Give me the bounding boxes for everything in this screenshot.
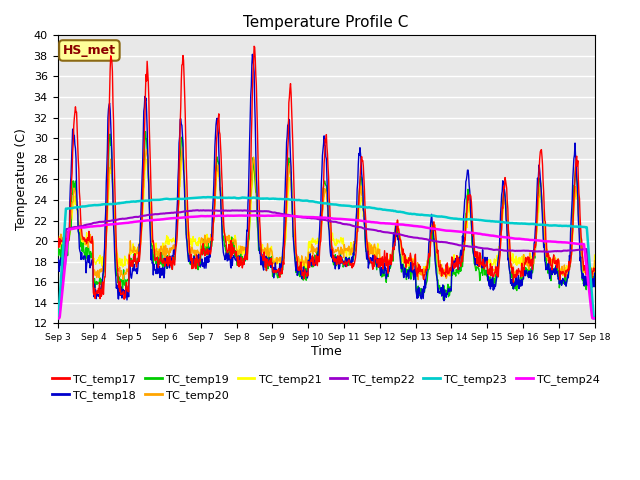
TC_temp23 [591, 315, 598, 321]
TC_temp23 [154, 197, 161, 203]
TC_temp18 [154, 261, 161, 267]
TC_temp22 [564, 248, 572, 253]
Y-axis label: Temperature (C): Temperature (C) [15, 129, 28, 230]
TC_temp23 [79, 204, 87, 209]
TC_temp17 [278, 265, 285, 271]
TC_temp18 [573, 180, 581, 186]
TC_temp20 [277, 260, 285, 265]
TC_temp22 [277, 211, 285, 216]
TC_temp20 [591, 258, 598, 264]
TC_temp23 [564, 223, 572, 229]
TC_temp21 [440, 274, 447, 279]
TC_temp21 [277, 261, 285, 267]
TC_temp21 [591, 252, 598, 258]
TC_temp22 [79, 223, 87, 229]
TC_temp19 [141, 129, 149, 134]
TC_temp22 [154, 211, 161, 217]
TC_temp18 [79, 257, 87, 263]
TC_temp17 [591, 266, 598, 272]
TC_temp22 [194, 207, 202, 213]
TC_temp17 [573, 163, 581, 169]
TC_temp22 [591, 315, 598, 321]
TC_temp18 [371, 261, 378, 266]
TC_temp17 [79, 237, 87, 242]
TC_temp19 [573, 184, 581, 190]
X-axis label: Time: Time [310, 345, 342, 358]
TC_temp21 [54, 243, 61, 249]
TC_temp19 [565, 267, 573, 273]
TC_temp18 [277, 269, 285, 275]
TC_temp20 [154, 252, 161, 258]
TC_temp23 [54, 315, 61, 321]
Line: TC_temp19: TC_temp19 [58, 132, 595, 300]
TC_temp17 [250, 43, 258, 49]
TC_temp21 [154, 257, 161, 263]
TC_temp24 [591, 315, 598, 321]
TC_temp18 [440, 298, 448, 304]
TC_temp20 [564, 264, 572, 269]
TC_temp21 [371, 251, 378, 257]
TC_temp20 [79, 238, 87, 243]
TC_temp19 [371, 262, 378, 267]
TC_temp19 [441, 297, 449, 303]
Line: TC_temp17: TC_temp17 [58, 46, 595, 299]
TC_temp23 [371, 205, 378, 211]
TC_temp17 [154, 260, 162, 265]
TC_temp18 [591, 270, 598, 276]
TC_temp24 [564, 240, 572, 246]
TC_temp19 [154, 252, 162, 258]
TC_temp24 [54, 315, 61, 321]
TC_temp18 [54, 255, 61, 261]
TC_temp19 [54, 254, 61, 260]
TC_temp21 [79, 239, 87, 244]
TC_temp17 [120, 296, 128, 302]
TC_temp23 [573, 224, 580, 229]
TC_temp19 [79, 240, 87, 246]
TC_temp22 [54, 315, 61, 321]
TC_temp23 [204, 194, 211, 200]
TC_temp20 [573, 189, 580, 194]
TC_temp22 [371, 227, 378, 233]
TC_temp17 [371, 256, 379, 262]
Line: TC_temp22: TC_temp22 [58, 210, 595, 318]
TC_temp24 [79, 225, 87, 230]
Line: TC_temp20: TC_temp20 [58, 147, 595, 281]
TC_temp21 [573, 196, 581, 202]
TC_temp18 [565, 265, 573, 271]
TC_temp20 [179, 144, 187, 150]
TC_temp20 [586, 278, 594, 284]
TC_temp21 [565, 266, 573, 272]
Line: TC_temp24: TC_temp24 [58, 216, 595, 318]
TC_temp24 [246, 213, 254, 218]
Title: Temperature Profile C: Temperature Profile C [243, 15, 409, 30]
TC_temp17 [565, 259, 573, 264]
Text: HS_met: HS_met [63, 44, 116, 57]
TC_temp22 [573, 247, 580, 253]
TC_temp23 [277, 196, 285, 202]
TC_temp24 [573, 241, 580, 247]
TC_temp19 [591, 270, 598, 276]
TC_temp18 [248, 51, 256, 57]
TC_temp20 [54, 240, 61, 246]
TC_temp21 [179, 151, 186, 156]
TC_temp19 [277, 271, 285, 277]
Line: TC_temp18: TC_temp18 [58, 54, 595, 301]
TC_temp24 [371, 219, 378, 225]
TC_temp17 [54, 233, 61, 239]
TC_temp24 [154, 217, 161, 223]
TC_temp24 [277, 213, 285, 218]
TC_temp20 [371, 241, 378, 247]
Line: TC_temp23: TC_temp23 [58, 197, 595, 318]
Line: TC_temp21: TC_temp21 [58, 154, 595, 276]
Legend: TC_temp17, TC_temp18, TC_temp19, TC_temp20, TC_temp21, TC_temp22, TC_temp23, TC_: TC_temp17, TC_temp18, TC_temp19, TC_temp… [48, 369, 604, 406]
